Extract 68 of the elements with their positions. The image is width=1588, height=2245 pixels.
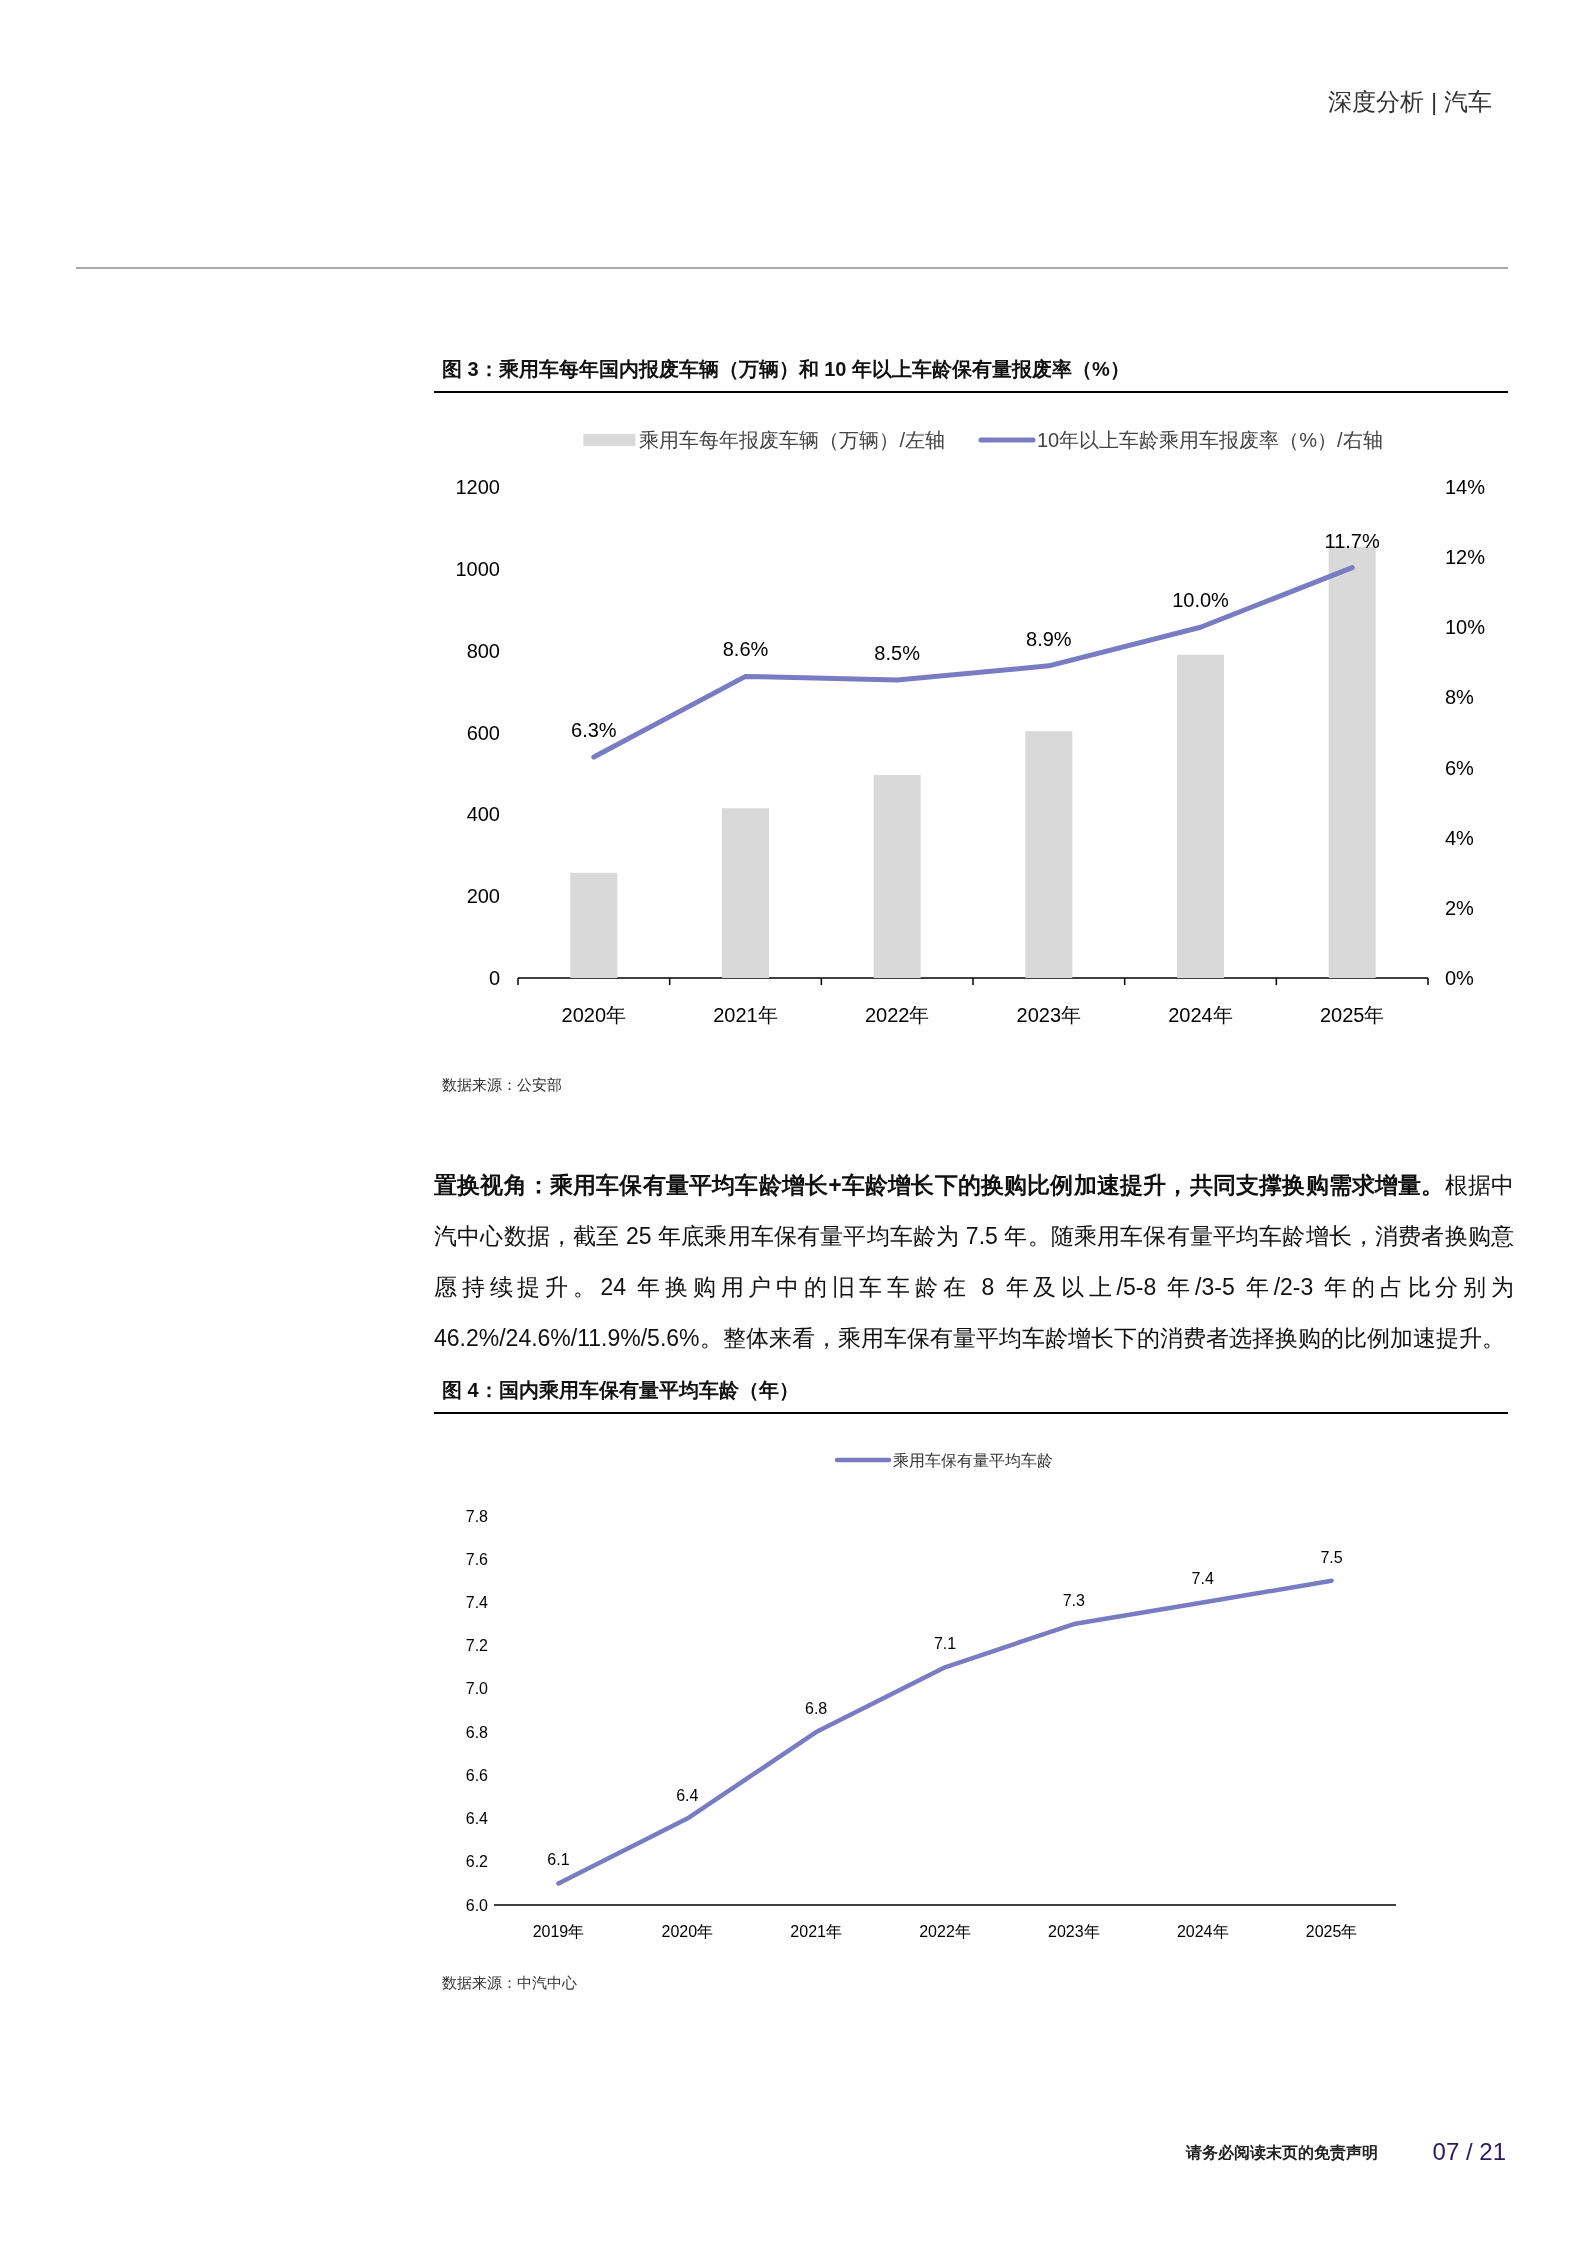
x-tick-label: 2019年 <box>532 1923 585 1940</box>
bar <box>1025 731 1073 978</box>
chart-title: 图 4：国内乘用车保有量平均车龄（年） <box>442 1379 799 1401</box>
y-tick-label: 7.8 <box>465 1507 489 1525</box>
y-tick-label: 7.4 <box>465 1594 489 1612</box>
x-tick-label: 2025年 <box>1305 1923 1358 1940</box>
text: 07 / 21 <box>1432 2138 1506 2165</box>
data-label: 8.5% <box>874 641 921 664</box>
data-label: 7.5 <box>1320 1548 1343 1566</box>
y-tick-label: 200 <box>466 885 500 908</box>
bar <box>873 775 921 978</box>
data-label: 11.7% <box>1324 529 1380 552</box>
y2-tick-label: 14% <box>1445 476 1486 498</box>
legend-label: 乘用车保有量平均车龄 <box>893 1451 1053 1469</box>
x-tick-label: 2024年 <box>1168 1004 1233 1026</box>
y2-tick-label: 2% <box>1445 896 1475 919</box>
y2-tick-label: 12% <box>1445 546 1486 569</box>
y-tick-label: 6.2 <box>465 1853 489 1871</box>
y-tick-label: 1000 <box>455 557 500 580</box>
x-tick-label: 2022年 <box>864 1004 930 1026</box>
y-tick-label: 6.4 <box>465 1810 489 1828</box>
data-label: 6.1 <box>547 1851 570 1869</box>
source-note: 数据来源：公安部 <box>442 1076 562 1093</box>
x-tick-label: 2024年 <box>1176 1923 1229 1940</box>
y-tick-label: 6.6 <box>465 1766 489 1784</box>
x-tick-label: 2021年 <box>790 1923 842 1940</box>
x-tick-label: 2023年 <box>1016 1004 1082 1026</box>
chart-title: 图 3：乘用车每年国内报废车辆（万辆）和 10 年以上车龄保有量报废率（%） <box>442 358 1130 380</box>
bar <box>1176 654 1225 978</box>
data-label: 10.0% <box>1172 589 1230 612</box>
y-tick-label: 800 <box>466 639 500 662</box>
y-tick-label: 7.0 <box>465 1680 489 1698</box>
y-tick-label: 6.0 <box>465 1896 489 1914</box>
data-label: 7.4 <box>1191 1570 1214 1588</box>
data-label: 7.1 <box>933 1635 957 1653</box>
data-label: 7.3 <box>1062 1592 1086 1610</box>
data-label: 8.9% <box>1026 627 1072 650</box>
legend-label: 10年以上车龄乘用车报废率（%）/右轴 <box>1036 429 1383 451</box>
text: 请务必阅读末页的免责声明 <box>1185 2144 1378 2162</box>
bar <box>1328 546 1376 978</box>
x-tick-label: 2025年 <box>1319 1004 1385 1026</box>
y2-tick-label: 0% <box>1445 967 1475 989</box>
data-label: 6.3% <box>571 719 617 742</box>
x-tick-label: 2023年 <box>1048 1923 1100 1940</box>
y-tick-label: 7.2 <box>465 1637 489 1655</box>
bar <box>721 808 770 978</box>
source-note: 数据来源：中汽中心 <box>442 1974 577 1991</box>
y2-tick-label: 4% <box>1445 826 1475 849</box>
y-tick-label: 7.6 <box>465 1550 489 1568</box>
data-label: 6.4 <box>676 1786 699 1804</box>
y2-tick-label: 8% <box>1445 686 1475 709</box>
bar <box>570 872 618 978</box>
x-tick-label: 2020年 <box>561 1004 627 1026</box>
y-tick-label: 1200 <box>455 476 500 498</box>
text: 深度分析 | 汽车 <box>1328 88 1492 115</box>
legend-label: 乘用车每年报废车辆（万辆）/左轴 <box>639 429 945 451</box>
text: 置换视角：乘用车保有量平均车龄增长+车龄增长下的换购比例加速提升，共同支撑换购需求增量。根据中汽中心数据，截至 25 年底乘用车保有量平均车龄为 7.5 年。随乘用车保有量平均车龄增长，消费者换购意愿持续提升。24 年换购用户中的旧车车龄在 8 年及以上/5-8 年/3-5 年/2-3 年的占比分别为 46.2%/24.6%/11.9%/5.6%。整体来看，乘用车保有量平均车龄增长下的消费者选择换购的比例加速提升。 <box>434 1172 1514 1351</box>
y-tick-label: 600 <box>466 721 500 744</box>
data-label: 8.6% <box>722 638 769 661</box>
y2-tick-label: 10% <box>1445 616 1486 639</box>
y-tick-label: 0 <box>488 967 500 989</box>
y2-tick-label: 6% <box>1445 756 1475 779</box>
x-tick-label: 2022年 <box>919 1923 971 1940</box>
data-label: 6.8 <box>805 1700 828 1718</box>
y-tick-label: 6.8 <box>465 1723 489 1741</box>
x-tick-label: 2020年 <box>661 1923 714 1940</box>
x-tick-label: 2021年 <box>713 1004 778 1026</box>
y-tick-label: 400 <box>466 803 500 826</box>
